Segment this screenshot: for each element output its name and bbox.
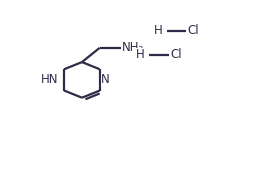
Text: H: H — [136, 48, 145, 61]
Text: Cl: Cl — [170, 48, 182, 61]
Text: NH₂: NH₂ — [122, 41, 144, 54]
Text: HN: HN — [41, 73, 58, 86]
Text: N: N — [101, 73, 110, 86]
Text: H: H — [154, 24, 163, 37]
Text: Cl: Cl — [188, 24, 199, 37]
